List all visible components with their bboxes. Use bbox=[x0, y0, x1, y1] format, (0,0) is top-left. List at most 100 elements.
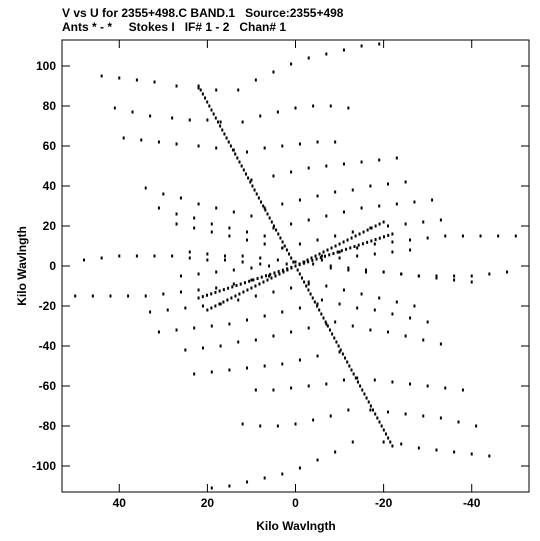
uv-point bbox=[83, 258, 86, 262]
uv-point bbox=[373, 378, 376, 382]
uv-point bbox=[294, 422, 297, 426]
uv-spoke-point bbox=[380, 424, 383, 428]
uv-spoke-point bbox=[235, 283, 238, 287]
uv-point bbox=[246, 480, 249, 484]
y-tick-label: 100 bbox=[36, 59, 56, 73]
uv-spoke-point bbox=[244, 172, 247, 176]
chart-title: V vs U for 2355+498.C BAND.1 Source:2355… bbox=[62, 6, 344, 20]
uv-point bbox=[179, 290, 182, 294]
uv-point bbox=[135, 78, 138, 82]
uv-spoke-point bbox=[314, 254, 317, 258]
uv-point bbox=[290, 222, 293, 226]
uv-spoke-point bbox=[281, 240, 284, 244]
uv-point bbox=[254, 294, 257, 298]
uv-point bbox=[351, 324, 354, 328]
uv-point bbox=[470, 452, 473, 456]
uv-point bbox=[228, 322, 231, 326]
uv-point bbox=[263, 242, 266, 246]
uv-point bbox=[294, 106, 297, 110]
uv-point bbox=[188, 250, 191, 254]
uv-point bbox=[210, 370, 213, 374]
uv-point bbox=[179, 196, 182, 200]
uv-point bbox=[197, 202, 200, 206]
uv-point bbox=[246, 318, 249, 322]
uv-point bbox=[453, 278, 456, 282]
uv-spoke-point bbox=[212, 112, 215, 116]
uv-spoke-point bbox=[298, 263, 301, 267]
uv-point bbox=[118, 254, 121, 258]
uv-point bbox=[157, 140, 160, 144]
y-tick-label: -100 bbox=[32, 459, 56, 473]
uv-spoke-point bbox=[218, 289, 221, 293]
uv-spoke-point bbox=[264, 208, 267, 212]
uv-spoke-point bbox=[231, 285, 234, 289]
uv-point bbox=[193, 372, 196, 376]
uv-point bbox=[307, 280, 310, 284]
uv-point bbox=[413, 304, 416, 308]
uv-point bbox=[364, 268, 367, 272]
uv-point bbox=[144, 186, 147, 190]
uv-spoke-point bbox=[374, 412, 377, 416]
uv-point bbox=[149, 114, 152, 118]
uv-spoke-point bbox=[288, 252, 291, 256]
uv-point bbox=[232, 282, 235, 286]
uv-spoke-point bbox=[238, 160, 241, 164]
uv-spoke-point bbox=[369, 404, 372, 408]
uv-point bbox=[307, 282, 310, 286]
uv-point bbox=[325, 284, 328, 288]
uv-spoke-point bbox=[225, 136, 228, 140]
uv-point bbox=[347, 268, 350, 272]
uv-point bbox=[400, 272, 403, 276]
uv-spoke-point bbox=[387, 436, 390, 440]
uv-spoke-point bbox=[363, 392, 366, 396]
uv-spoke-point bbox=[339, 348, 342, 352]
uv-point bbox=[373, 252, 376, 256]
uv-point bbox=[268, 264, 271, 268]
uv-point bbox=[470, 280, 473, 284]
uv-spoke-point bbox=[197, 296, 200, 300]
uv-spoke-point bbox=[286, 267, 289, 271]
uv-spoke-point bbox=[350, 368, 353, 372]
uv-point bbox=[488, 454, 491, 458]
uv-spoke-point bbox=[326, 324, 329, 328]
uv-spoke-point bbox=[253, 188, 256, 192]
uv-point bbox=[250, 278, 253, 282]
uv-spoke-point bbox=[221, 128, 224, 132]
uv-spoke-point bbox=[337, 344, 340, 348]
uv-point bbox=[290, 170, 293, 174]
uv-spoke-point bbox=[331, 332, 334, 336]
uv-point bbox=[316, 194, 319, 198]
uv-spoke-point bbox=[389, 440, 392, 444]
uv-spoke-point bbox=[307, 288, 310, 292]
uv-point bbox=[356, 254, 359, 258]
uv-point bbox=[312, 418, 315, 422]
uv-point bbox=[316, 302, 319, 306]
uv-point bbox=[250, 178, 253, 182]
uv-point bbox=[351, 188, 354, 192]
uv-spoke-point bbox=[266, 278, 269, 282]
uv-point bbox=[387, 410, 390, 414]
uv-spoke-point bbox=[265, 274, 268, 278]
uv-point bbox=[246, 366, 249, 370]
uv-spoke-point bbox=[328, 253, 331, 257]
uv-spoke-point bbox=[232, 148, 235, 152]
uv-point bbox=[232, 268, 235, 272]
uv-point bbox=[272, 226, 275, 230]
uv-spoke-point bbox=[206, 308, 209, 312]
uv-spoke-point bbox=[218, 302, 221, 306]
uv-point bbox=[290, 330, 293, 334]
uv-point bbox=[219, 120, 222, 124]
uv-point bbox=[246, 150, 249, 154]
uv-point bbox=[197, 86, 200, 90]
uv-point bbox=[201, 346, 204, 350]
uv-point bbox=[391, 312, 394, 316]
uv-spoke-point bbox=[378, 236, 381, 240]
uv-spoke-point bbox=[338, 242, 341, 246]
uv-spoke-point bbox=[227, 286, 230, 290]
uv-point bbox=[369, 184, 372, 188]
uv-spoke-point bbox=[311, 258, 314, 262]
uv-spoke-point bbox=[353, 245, 356, 249]
uv-point bbox=[404, 222, 407, 226]
uv-point bbox=[378, 204, 381, 208]
uv-point bbox=[320, 258, 323, 262]
